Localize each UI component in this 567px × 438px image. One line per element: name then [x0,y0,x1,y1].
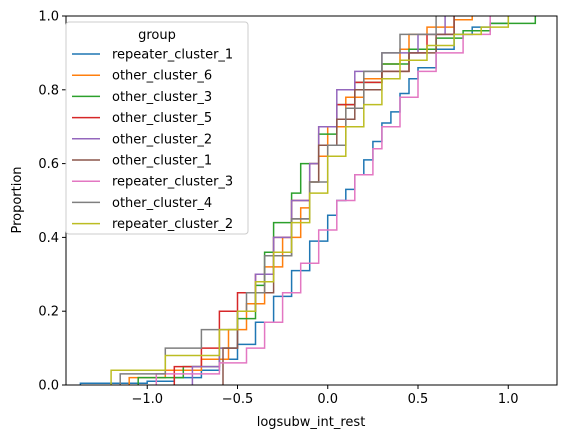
x-tick-label: 1.0 [498,392,519,407]
legend-title: group [138,28,176,43]
legend-label-repeater_cluster_2: repeater_cluster_2 [112,217,233,232]
legend-label-other_cluster_5: other_cluster_5 [112,111,212,126]
x-tick-label: −1.0 [131,392,163,407]
series-line-repeater_cluster_3 [155,16,491,385]
legend-label-other_cluster_4: other_cluster_4 [112,196,212,211]
y-tick-label: 0.2 [38,305,59,320]
x-axis-label: logsubw_int_rest [257,415,366,430]
legend-label-repeater_cluster_3: repeater_cluster_3 [112,175,233,190]
legend-label-other_cluster_1: other_cluster_1 [112,154,212,169]
y-tick-label: 0.8 [38,83,59,98]
x-tick-label: 0.0 [317,392,338,407]
legend-frame [65,21,249,235]
series-layer [79,16,537,385]
y-tick-label: 1.0 [38,10,59,25]
series-line-repeater_cluster_2 [110,16,510,385]
legend-label-other_cluster_2: other_cluster_2 [112,132,212,147]
x-axis-ticks: −1.0 −0.5 0.0 0.5 1.0 [131,385,519,407]
series-line-other_cluster_4 [119,16,437,385]
y-axis-label: Proportion [10,166,25,233]
y-axis-ticks: 0.0 0.2 0.4 0.6 0.8 1.0 [38,10,66,394]
y-tick-label: 0.4 [38,231,59,246]
legend-items: repeater_cluster_1 other_cluster_6 other_c… [72,48,233,232]
x-tick-label: 0.5 [408,392,429,407]
legend: group repeater_cluster_1 other_cluster_6o… [65,21,249,235]
x-tick-label: −0.5 [222,392,254,407]
legend-label-repeater_cluster_1: repeater_cluster_1 [112,48,233,63]
y-tick-label: 0.6 [38,157,59,172]
legend-label-other_cluster_6: other_cluster_6 [112,69,212,84]
legend-label-other_cluster_3: other_cluster_3 [112,90,212,105]
y-tick-label: 0.0 [38,379,59,394]
